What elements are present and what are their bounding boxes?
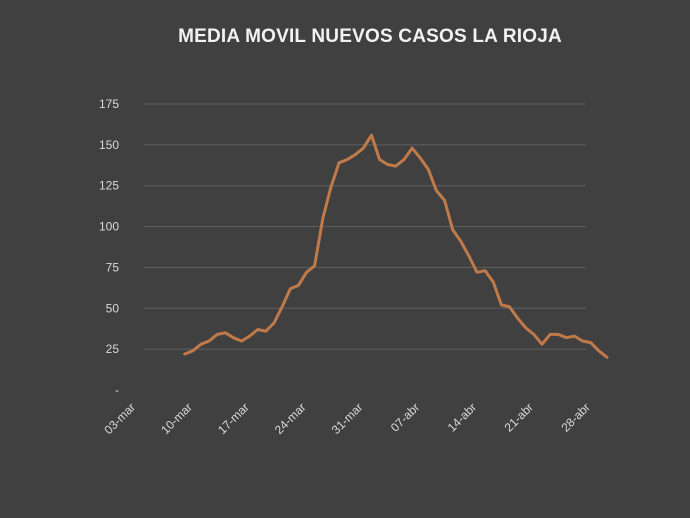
- x-tick-label: 24-mar: [272, 400, 309, 437]
- x-tick-label: 14-abr: [445, 400, 479, 434]
- y-tick-label: 75: [106, 260, 120, 274]
- x-tick-label: 31-mar: [329, 400, 366, 437]
- series-line: [183, 133, 609, 359]
- y-tick-label: 150: [99, 138, 119, 152]
- x-tick-label: 17-mar: [215, 400, 252, 437]
- y-tick-label: -: [115, 383, 119, 397]
- x-tick-label: 03-mar: [101, 400, 138, 437]
- x-tick-label: 07-abr: [388, 400, 422, 434]
- y-tick-label: 50: [106, 301, 120, 315]
- x-tick-label: 21-abr: [502, 400, 536, 434]
- x-tick-label: 28-abr: [558, 400, 592, 434]
- y-tick-label: 100: [99, 220, 119, 234]
- x-tick-label: 10-mar: [158, 400, 195, 437]
- chart-title: MEDIA MOVIL NUEVOS CASOS LA RIOJA: [178, 26, 562, 47]
- y-tick-label: 125: [99, 179, 119, 193]
- y-tick-label: 175: [99, 97, 119, 111]
- y-tick-label: 25: [106, 342, 120, 356]
